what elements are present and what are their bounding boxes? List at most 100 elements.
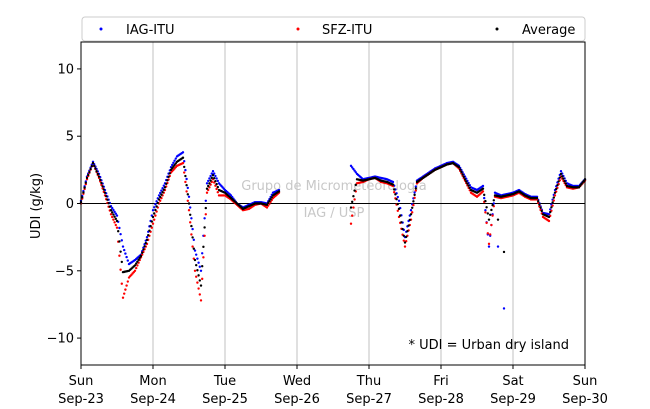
data-point [135,262,138,265]
legend-marker-iag-itu [99,27,103,31]
data-point [391,180,395,184]
x-tick-label-day: Sun [573,374,598,389]
data-point [267,201,270,205]
data-point [95,170,98,173]
data-point [88,170,91,174]
data-point [120,260,124,264]
data-point [115,226,119,229]
data-point [151,222,155,225]
data-point [547,219,551,223]
data-point [268,199,271,203]
x-tick-label-date: Sep-30 [562,392,608,407]
data-point [486,232,489,235]
data-point [412,203,415,207]
data-point [174,157,177,160]
data-point [144,241,147,245]
data-point [485,206,488,209]
data-point [109,213,113,216]
data-point [396,202,399,206]
data-point [407,224,410,227]
data-point [133,264,137,267]
data-point [204,213,207,216]
legend-marker-average [495,27,499,31]
watermark-line-2: IAG / USP [304,206,365,221]
data-point [197,287,200,290]
series-average-outliers [496,218,506,254]
data-point [172,161,175,165]
udi-annotation: * UDI = Urban dry island [409,338,569,353]
data-point [490,223,493,227]
data-point [84,181,88,184]
data-point [114,223,118,227]
data-point [406,230,409,233]
x-tick-label-day: Sat [502,374,523,389]
data-point [119,250,122,253]
data-point [193,249,197,252]
data-point [149,224,152,228]
legend: IAG-ITU SFZ-ITU Average [81,16,586,42]
data-point [351,214,354,217]
data-point [207,184,210,188]
data-point [394,193,397,196]
data-point [205,187,209,190]
data-point [215,182,218,186]
data-point [181,156,185,159]
data-point [468,186,471,190]
data-point [412,200,415,203]
data-point [351,200,354,204]
data-point [198,279,201,282]
data-point [549,210,552,214]
data-point [83,186,86,189]
x-tick-label-day: Fri [433,374,449,389]
data-point [496,218,500,221]
data-point [184,180,187,184]
data-point [215,177,218,180]
data-point [199,269,203,272]
data-point [121,245,125,248]
data-point [491,203,494,207]
data-point [151,209,155,212]
data-point [484,211,487,214]
data-point [214,174,217,178]
data-point [552,199,555,202]
x-tick-label-date: Sep-28 [418,392,464,407]
x-tick-label-date: Sep-27 [346,392,392,407]
data-point [405,235,408,239]
data-point [93,164,96,168]
data-point [126,280,129,283]
data-point [159,195,162,199]
data-point [160,193,163,196]
data-point [138,256,141,260]
data-point [181,151,185,154]
data-point [553,194,557,197]
data-point [111,215,114,219]
data-point [173,159,176,162]
data-point [124,252,127,255]
data-point [199,299,203,302]
data-point [133,269,137,272]
data-point [105,195,108,198]
data-point [143,245,146,248]
data-point [547,215,551,219]
legend-label-sfz-itu: SFZ-ITU [322,23,372,38]
data-point [186,199,189,203]
data-point [393,188,396,191]
data-point [109,209,113,212]
data-point [90,164,94,168]
data-point [162,188,165,191]
data-point [153,206,156,209]
data-point [190,217,193,220]
data-point [195,253,198,256]
data-point [190,224,193,228]
data-point [192,238,195,242]
data-point [193,258,197,262]
data-point [201,277,204,281]
data-point [155,205,158,208]
x-tick-label-day: Sun [69,374,94,389]
data-point [195,275,198,278]
data-point [145,235,149,239]
data-point [163,186,167,189]
data-point [101,185,104,188]
data-point [115,214,119,217]
